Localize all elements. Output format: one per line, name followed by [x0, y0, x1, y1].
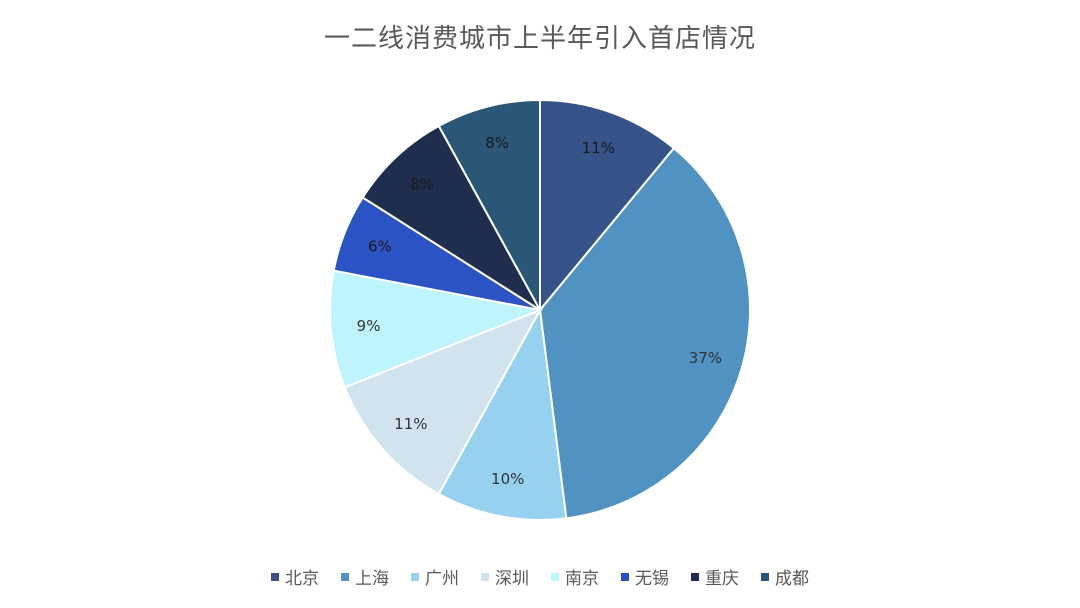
legend-item-2: 上海 [341, 564, 389, 589]
slice-label-4: 11% [394, 415, 427, 433]
legend-label: 广州 [425, 569, 459, 589]
legend-item-8: 成都 [761, 564, 809, 589]
legend-item-3: 广州 [411, 564, 459, 589]
legend-swatch [551, 572, 559, 581]
pie-slice-7 [361, 124, 541, 311]
pie-slice-2 [538, 146, 751, 520]
legend-label: 北京 [285, 569, 319, 589]
legend-item-6: 无锡 [621, 564, 669, 589]
slice-label-3: 10% [491, 470, 524, 488]
legend-swatch [271, 572, 279, 581]
slice-label-7: 8% [410, 175, 434, 193]
pie-slice-1 [539, 98, 676, 313]
slice-label-1: 11% [582, 139, 615, 157]
legend-swatch [341, 572, 349, 581]
legend-item-5: 南京 [551, 564, 599, 589]
legend-label: 重庆 [705, 569, 739, 589]
legend-swatch [691, 572, 699, 581]
legend-label: 南京 [565, 569, 599, 589]
legend-swatch [411, 572, 419, 581]
legend-label: 上海 [355, 569, 389, 589]
pie-slice-8 [437, 98, 541, 311]
legend-item-1: 北京 [271, 564, 319, 589]
slice-label-6: 6% [368, 238, 392, 256]
pie-slice-5 [329, 269, 544, 389]
legend-item-7: 重庆 [691, 564, 739, 589]
legend-label: 深圳 [495, 569, 529, 589]
legend-label: 成都 [775, 569, 809, 589]
legend: 北京 上海 广州 深圳 南京 无锡 重庆 成都 [0, 564, 1080, 589]
legend-swatch [761, 572, 769, 581]
slice-label-2: 37% [689, 349, 722, 367]
legend-swatch [481, 572, 489, 581]
pie-slice-4 [343, 308, 543, 496]
pie-slice-3 [437, 306, 568, 521]
legend-label: 无锡 [635, 569, 669, 589]
slice-label-8: 8% [485, 134, 509, 152]
chart-title: 一二线消费城市上半年引入首店情况 [323, 24, 756, 54]
legend-swatch [621, 572, 629, 581]
slice-label-5: 9% [357, 317, 381, 335]
legend-item-4: 深圳 [481, 564, 529, 589]
